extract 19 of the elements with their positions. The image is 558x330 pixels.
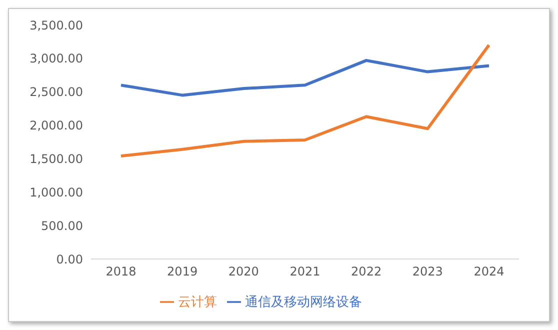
y-tick-label: 2,500.00: [30, 85, 83, 100]
x-tick-label: 2019: [167, 264, 198, 279]
y-tick-label: 0.00: [56, 252, 83, 266]
line-series: [120, 44, 490, 158]
y-tick-label: 1,500.00: [30, 152, 83, 166]
x-tick-label: 2021: [290, 264, 320, 279]
y-tick-label: 3,000.00: [30, 52, 83, 66]
x-tick-label: 2022: [351, 264, 382, 279]
y-tick-label: 500.00: [41, 218, 83, 233]
x-tick-label: 2023: [412, 264, 443, 279]
legend-label: 通信及移动网络设备: [245, 295, 362, 310]
y-tick-label: 3,500.00: [30, 18, 83, 32]
legend-label: 云计算: [178, 295, 217, 310]
y-tick-label: 1,000.00: [30, 185, 83, 200]
x-tick-label: 2018: [106, 264, 136, 279]
y-tick-label: 2,000.00: [30, 118, 83, 133]
x-tick-label: 2020: [228, 264, 259, 279]
x-tick-label: 2024: [474, 264, 504, 279]
line-series: [120, 58, 490, 97]
